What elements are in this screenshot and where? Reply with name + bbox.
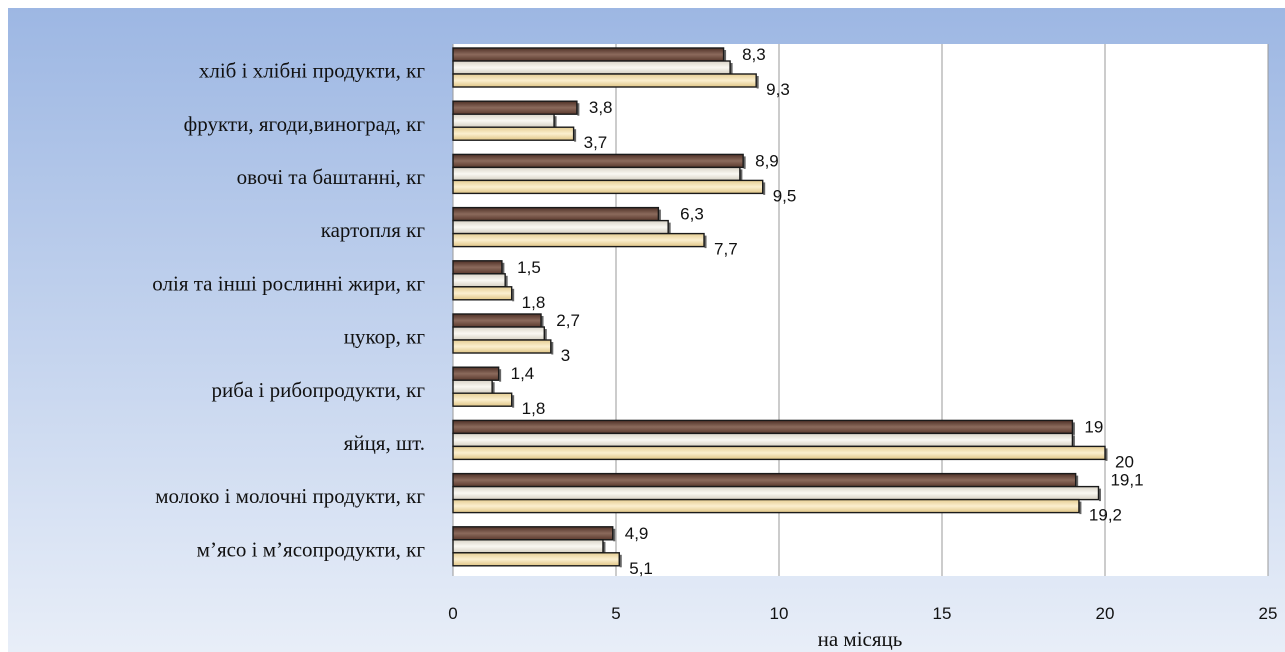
data-label-bottom: 3,7	[584, 133, 608, 152]
category-label: молоко і молочні продукти, кг	[155, 484, 425, 508]
bar-series-2	[452, 485, 1100, 501]
data-label-top: 8,3	[742, 45, 766, 64]
data-label-top: 8,9	[755, 151, 779, 170]
bar-series-3	[452, 126, 575, 141]
bar-series-2	[452, 219, 669, 235]
data-label-top: 3,8	[589, 98, 613, 117]
data-label-bottom: 7,7	[714, 240, 738, 259]
data-label-bottom: 20	[1115, 452, 1134, 471]
bar-series-1	[452, 260, 503, 275]
bar-series-3	[452, 552, 620, 567]
data-label-bottom: 19,2	[1089, 506, 1122, 525]
bar-series-2	[452, 326, 545, 341]
bar-series-1	[452, 100, 578, 115]
bar-series-1	[452, 472, 1077, 488]
data-label-bottom: 3	[561, 346, 570, 365]
bar-series-3	[452, 179, 764, 195]
category-label: олія та інші рослинні жири, кг	[152, 271, 425, 295]
bars	[452, 47, 1108, 568]
category-label: овочі та баштанні, кг	[237, 165, 426, 189]
x-tick-label: 25	[1259, 604, 1278, 623]
category-label: хліб і хлібні продукти, кг	[199, 59, 426, 83]
bar-series-1	[452, 313, 542, 328]
x-tick-label: 5	[611, 604, 620, 623]
data-label-top: 19,1	[1110, 471, 1143, 490]
bar-series-2	[452, 539, 604, 554]
bar-series-2	[452, 113, 555, 128]
bar-series-3	[452, 232, 705, 248]
data-label-bottom: 1,8	[522, 293, 546, 312]
bar-series-3	[452, 498, 1080, 514]
bar-series-1	[452, 526, 614, 541]
data-label-top: 6,3	[680, 205, 704, 224]
bar-series-3	[452, 73, 757, 88]
data-label-bottom: 9,3	[766, 80, 790, 99]
category-label: яйця, шт.	[344, 431, 425, 455]
data-label-top: 19	[1084, 417, 1103, 436]
x-tick-label: 20	[1096, 604, 1115, 623]
bar-series-2	[452, 273, 506, 288]
data-label-top: 1,5	[517, 258, 541, 277]
category-label: картопля кг	[321, 218, 426, 242]
bar-series-1	[452, 153, 744, 169]
data-label-bottom: 5,1	[629, 559, 653, 578]
bar-series-1	[452, 47, 725, 62]
bar-series-2	[452, 379, 493, 394]
x-tick-label: 0	[448, 604, 457, 623]
bar-series-2	[452, 166, 741, 182]
bar-series-1	[452, 366, 500, 381]
bar-series-3	[452, 339, 552, 354]
category-label: фрукти, ягоди,виноград, кг	[184, 112, 426, 136]
bar-series-2	[452, 432, 1074, 448]
data-label-top: 4,9	[625, 524, 649, 543]
category-label: риба і рибопродукти, кг	[212, 378, 426, 402]
bar-series-3	[452, 392, 513, 407]
category-label: м’ясо і м’ясопродукти, кг	[197, 537, 426, 561]
data-label-bottom: 1,8	[522, 399, 546, 418]
data-label-top: 2,7	[556, 311, 580, 330]
bar-series-3	[452, 445, 1106, 461]
x-tick-label: 15	[933, 604, 952, 623]
bar-series-1	[452, 419, 1074, 435]
x-tick-label: 10	[770, 604, 789, 623]
data-label-top: 1,4	[511, 364, 535, 383]
bar-series-2	[452, 60, 731, 75]
x-axis-title: на місяць	[818, 627, 903, 651]
bar-series-1	[452, 206, 660, 222]
category-label: цукор, кг	[344, 325, 426, 349]
data-label-bottom: 9,5	[773, 186, 797, 205]
bar-series-3	[452, 286, 513, 301]
